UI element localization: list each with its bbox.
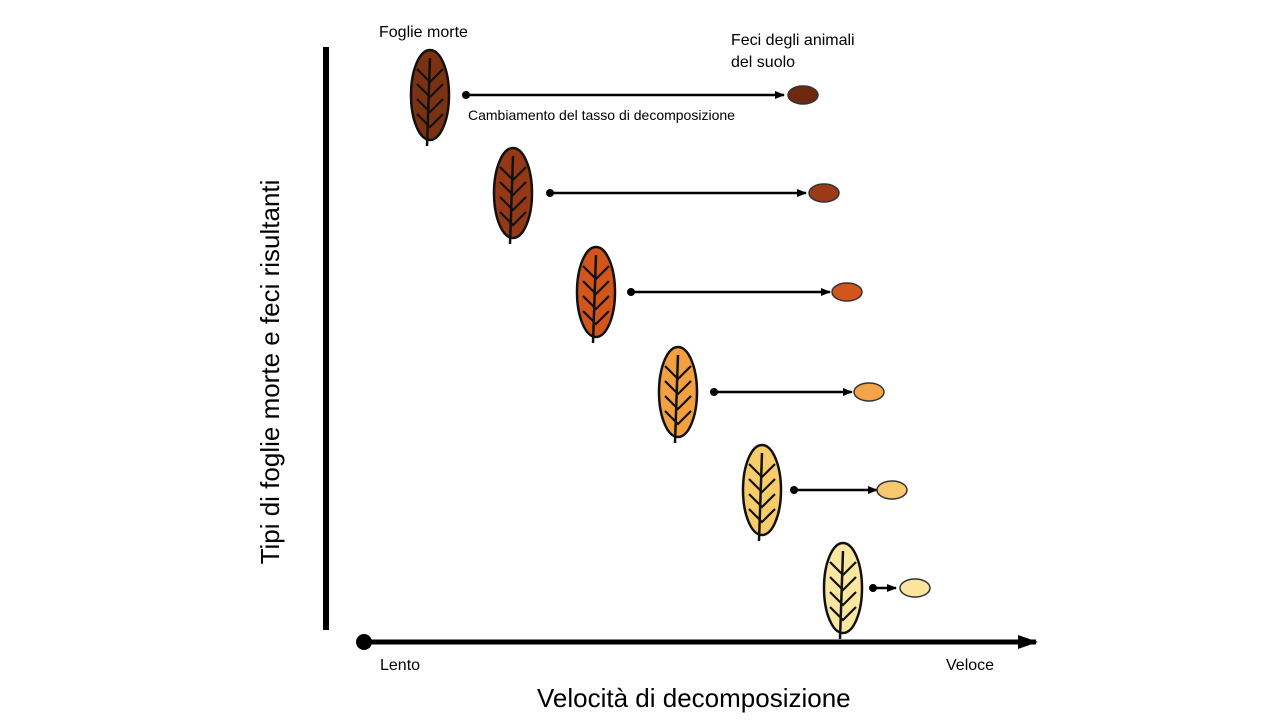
leaf-row: [657, 345, 885, 444]
leaf-icon: [657, 345, 699, 444]
feces-label-line2: del suolo: [731, 54, 796, 71]
leaf-icon: [822, 541, 864, 640]
x-axis-slow-label: Lento: [380, 657, 421, 674]
y-axis-title: Tipi di foglie morte e feci risultanti: [255, 179, 285, 565]
leaf-icon: [741, 443, 783, 542]
leaf-row: [575, 245, 863, 344]
x-axis-fast-label: Veloce: [946, 657, 995, 674]
leaf-row: [822, 541, 931, 640]
leaf-row: [741, 443, 908, 542]
feces-pellet: [853, 382, 885, 402]
rate-change-label: Cambiamento del tasso di decomposizione: [468, 107, 735, 123]
feces-label-line1: Feci degli animali: [731, 32, 855, 49]
leaf-row: [409, 48, 819, 147]
leaf-row: [492, 146, 840, 245]
feces-pellet: [808, 183, 840, 203]
leaf-icon: [492, 146, 534, 245]
feces-pellet: [876, 480, 908, 500]
x-axis-title: Velocità di decomposizione: [537, 683, 851, 713]
feces-pellet: [899, 578, 931, 598]
leaf-icon: [409, 48, 451, 147]
leaf-icon: [575, 245, 617, 344]
feces-pellet: [787, 85, 819, 105]
dead-leaves-label: Foglie morte: [379, 24, 468, 41]
feces-pellet: [831, 282, 863, 302]
